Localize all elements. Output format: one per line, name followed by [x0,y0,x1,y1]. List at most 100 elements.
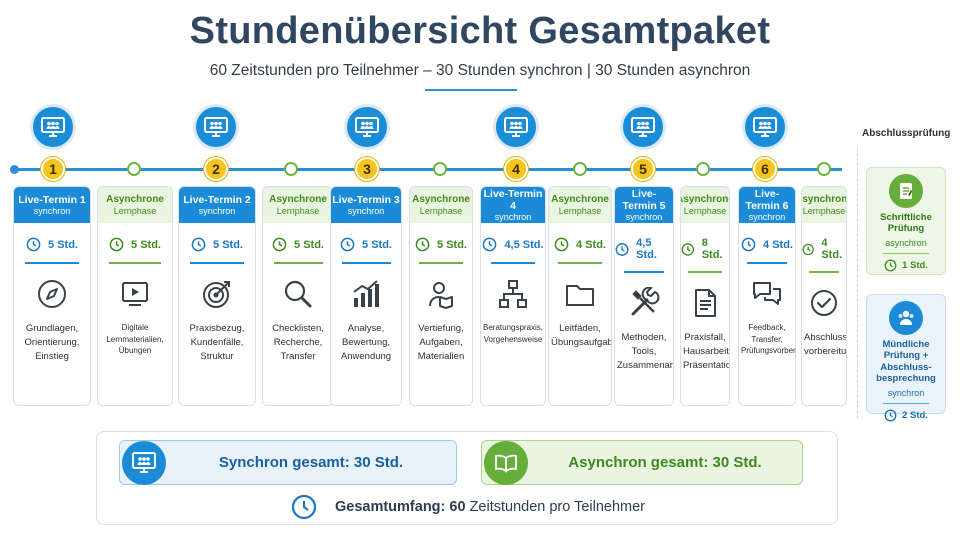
card-description-line: Bewertung, [341,336,391,348]
card-separator [688,271,722,273]
card-description-line: Praxisfall, [684,332,726,343]
async-phase-card: Asynchrone Lernphase 5 Std. Digitale Lernmat… [97,186,173,406]
card-description-line: Beratungspraxis, [483,323,544,332]
async-phase-marker [817,162,831,176]
card-hours: 4 Std. [821,237,843,261]
card-hours: 5 Std. [48,238,78,251]
card-header: Live-Termin 3 synchron [331,187,401,223]
clock-icon [615,242,629,256]
card-description-line: Übungen [118,346,152,356]
card-duration: 4,5 Std. [615,237,673,261]
session-number-2: 2 [204,157,228,181]
card-title: Live-Termin 4 [483,187,543,212]
card-mode: Lernphase [683,205,727,216]
card-duration: 5 Std. [98,237,172,252]
card-title: Asynchrone [106,194,164,206]
clock-icon [415,237,430,252]
card-hours: 5 Std. [294,238,324,251]
bar-chart-icon [331,278,401,312]
card-hours: 4 Std. [763,238,793,251]
card-description: Digitale Lernmaterialien, Übungen [98,322,172,357]
card-hours: 4,5 Std. [504,238,544,251]
card-description-line: Einstieg [35,350,69,362]
card-mode: synchron [198,205,236,216]
card-title: Asynchrone [269,194,327,206]
clock-icon [26,237,41,252]
clock-icon [109,237,124,252]
card-title: Live-Termin 2 [183,193,251,206]
card-title: Live-Termin 6 [745,187,789,212]
compass-icon [14,278,90,312]
session-number-3: 3 [355,157,379,181]
clock-icon [884,259,897,272]
check-circle-icon [802,287,846,321]
card-separator [808,271,840,273]
oral-title-2: Prüfung + [883,350,929,362]
live-session-icon [344,104,390,150]
card-duration: 8 Std. [681,237,729,261]
live-session-card: Live-Termin 5 synchron 4,5 Std. Methoden, To… [614,186,674,406]
card-mode: Lernphase [558,205,602,216]
card-description-line: Analyse, [347,323,385,334]
async-phase-card: Asynchrone Lernphase 4 Std. Leitfäden, Übung… [548,186,612,406]
card-title: Asynchrone [802,194,847,206]
async-phase-marker [696,162,710,176]
card-description: Beratungspraxis, Vorgehensweise [481,322,545,345]
card-description-line: Übungsaufgaben [551,336,612,348]
card-mode: Lernphase [113,205,157,216]
card-hours: 5 Std. [437,238,467,251]
card-description: Methoden, Tools, Zusammenarbeit [615,331,673,372]
card-description: Feedback, Transfer, Prüfungsvorbereitung [739,322,795,357]
card-description-line: Lernmaterialien, [106,334,164,344]
async-phase-marker [573,162,587,176]
async-phase-marker [284,162,298,176]
card-title: Live-Termin 3 [332,193,400,206]
card-mode: synchron [748,211,786,222]
session-number-5: 5 [631,157,655,181]
card-header: Live-Termin 4 synchron [481,187,545,223]
card-hours: 5 Std. [131,238,161,251]
clock-icon [272,237,287,252]
reader-icon [410,278,472,312]
card-description-line: Aufgaben, [419,336,463,348]
session-number-4: 4 [504,157,528,181]
card-duration: 4 Std. [739,237,795,252]
card-hours: 4,5 Std. [636,237,657,261]
async-total-box: Asynchron gesamt: 30 Std. [481,440,803,485]
card-description-line: Vertiefung, [418,323,464,334]
clock-icon [554,237,569,252]
card-mode: synchron [33,205,71,216]
card-mode: Lernphase [419,205,463,216]
timeline-line [14,168,842,171]
clock-icon [340,237,355,252]
live-session-icon [193,104,239,150]
live-session-icon [30,104,76,150]
card-description-line: Tools, [631,345,657,357]
card-title: Asynchrone [551,194,609,206]
async-phase-marker [433,162,447,176]
card-duration: 4 Std. [549,237,611,252]
card-separator [490,262,536,264]
card-mode: synchron [494,211,532,222]
clock-icon [741,237,756,252]
written-title-2: Prüfung [887,223,925,235]
exam-oral-card: Mündliche Prüfung + Abschluss- besprechu… [866,294,946,421]
folder-icon [549,278,611,312]
card-description-line: Feedback, [748,323,786,332]
card-description-line: Praxisbezug, [189,323,245,334]
oral-title-1: Mündliche [882,339,930,350]
card-description-line: Kundenfälle, [190,336,244,348]
async-total: Asynchron gesamt: 30 Std. [568,454,762,471]
clock-icon [884,409,897,421]
live-session-icon [742,104,788,150]
card-description-line: Leitfäden, [559,323,601,334]
summary-panel: Synchron gesamt: 30 Std. Asynchron gesam… [96,431,838,525]
card-header: Live-Termin 1 synchron [14,187,90,223]
oral-hours: 2 Std. [902,409,928,421]
session-number-1: 1 [41,157,65,181]
card-mode: synchron [347,205,385,216]
